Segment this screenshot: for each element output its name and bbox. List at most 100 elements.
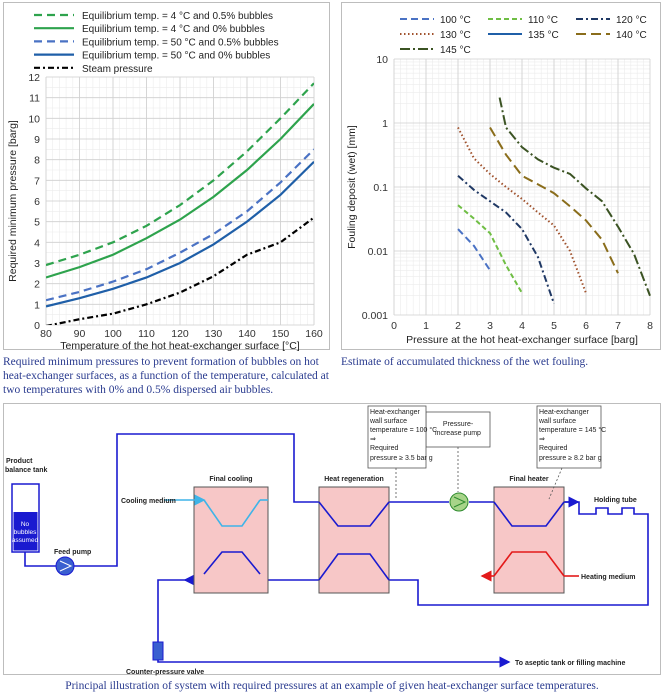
x-tick-label: 3 xyxy=(487,320,493,332)
series-line-2 xyxy=(457,174,555,305)
series-line-3 xyxy=(46,160,314,308)
y-axis-label: Required minimum pressure [barg] xyxy=(7,120,19,282)
x-tick-label: 1 xyxy=(423,320,429,332)
series-line-6 xyxy=(498,97,651,297)
legend-label: 145 °C xyxy=(440,45,471,56)
callout-100: Heat-exchanger wall surface temperature … xyxy=(367,405,437,499)
heating-medium-label: Heating medium xyxy=(581,574,635,581)
y-tick-label: 10 xyxy=(28,113,40,125)
y-tick-label: 0.1 xyxy=(373,182,388,194)
y-tick-label: 7 xyxy=(34,175,40,187)
series-line-5 xyxy=(489,127,619,274)
y-tick-label: 2 xyxy=(34,279,40,291)
y-tick-label: 12 xyxy=(28,72,40,84)
x-tick-label: 5 xyxy=(551,320,557,332)
product-tank-label-1: Product xyxy=(6,458,33,465)
diagram-caption: Principal illustration of system with re… xyxy=(65,680,599,692)
heat-regeneration-hx: Heat regeneration xyxy=(318,476,390,594)
cooling-medium-label: Cooling medium xyxy=(121,498,176,505)
x-axis-label: Pressure at the hot heat-exchanger surfa… xyxy=(406,334,638,346)
x-tick-label: 150 xyxy=(272,328,290,340)
feed-pump-label: Feed pump xyxy=(54,549,91,556)
legend-label: Steam pressure xyxy=(82,64,153,75)
callout2-line: ⇒ xyxy=(539,436,545,443)
left-caption: Required minimum pressures to prevent fo… xyxy=(3,356,329,396)
legend-label: Equilibrium temp. = 50 °C and 0% bubbles xyxy=(82,51,270,62)
callout2-line: wall surface xyxy=(538,418,576,425)
callout1-line: wall surface xyxy=(369,418,407,425)
left-chart-panel: 80 90 100 110 120 130 140 150 160 0 1 2 3 4 5 6 7 8 9 10 11 1… xyxy=(3,2,330,352)
x-axis-label: Temperature of the hot heat-exchanger su… xyxy=(60,340,299,351)
x-tick-label: 7 xyxy=(615,320,621,332)
y-tick-label: 4 xyxy=(34,237,40,249)
callout1-line: Heat-exchanger xyxy=(370,409,420,416)
legend-label: 135 °C xyxy=(528,30,559,41)
heat-regeneration-label: Heat regeneration xyxy=(324,476,384,483)
y-tick-label: 11 xyxy=(29,93,40,105)
x-tick-label: 4 xyxy=(519,320,525,332)
x-tick-label: 6 xyxy=(583,320,589,332)
series-line-0 xyxy=(457,228,491,271)
final-heater-label: Final heater xyxy=(509,476,549,483)
y-tick-label: 1 xyxy=(34,299,40,311)
counter-valve-label: Counter-pressure valve xyxy=(126,669,204,676)
y-tick-label: 9 xyxy=(34,134,40,146)
callout1-line: pressure ≥ 3.5 bar g xyxy=(370,455,433,462)
product-tank-label-2: balance tank xyxy=(5,467,48,474)
series-line-2 xyxy=(46,148,314,302)
y-tick-label: 6 xyxy=(34,196,40,208)
callout2-line: temperature = 145 °C xyxy=(539,426,606,434)
tank-inner-label-2: bubbles xyxy=(14,529,38,536)
legend-label: Equilibrium temp. = 50 °C and 0.5% bubbl… xyxy=(82,37,279,48)
x-tick-label: 90 xyxy=(74,328,86,340)
pressure-pump-label-1: Pressure- xyxy=(443,421,474,428)
x-tick-label: 120 xyxy=(171,328,189,340)
callout2-line: Required xyxy=(539,445,568,452)
x-tick-label: 8 xyxy=(647,320,653,332)
y-tick-label: 8 xyxy=(34,155,40,167)
y-tick-label: 1 xyxy=(382,118,388,130)
callout2-line: pressure ≥ 8.2 bar g xyxy=(539,455,602,462)
y-tick-label: 10 xyxy=(376,54,388,66)
product-balance-tank: Product balance tank No bubbles assumed xyxy=(5,458,48,553)
counter-pressure-valve: Counter-pressure valve xyxy=(126,641,204,676)
callout1-line: temperature = 100 °C xyxy=(370,426,437,434)
y-tick-label: 0.01 xyxy=(368,246,389,258)
callout1-line: ⇒ xyxy=(370,436,376,443)
legend-label: 100 °C xyxy=(440,15,471,26)
tank-inner-label-3: assumed xyxy=(12,537,39,544)
final-cooling-label: Final cooling xyxy=(209,476,252,483)
legend-label: Equilibrium temp. = 4 °C and 0.5% bubble… xyxy=(82,11,273,22)
pressure-increase-pump: Pressure- increase pump xyxy=(425,411,491,512)
x-tick-label: 110 xyxy=(138,328,155,340)
x-tick-label: 130 xyxy=(205,328,223,340)
final-heater-hx: Final heater xyxy=(493,476,565,594)
x-tick-label: 80 xyxy=(40,328,52,340)
product-pipe xyxy=(24,433,649,668)
y-tick-label: 0 xyxy=(34,320,40,332)
callout-145: Heat-exchanger wall surface temperature … xyxy=(536,405,606,500)
x-tick-label: 140 xyxy=(238,328,256,340)
y-tick-label: 0.001 xyxy=(362,310,388,322)
feed-pump: Feed pump xyxy=(54,549,91,576)
left-chart: 80 90 100 110 120 130 140 150 160012345678910111… xyxy=(7,11,323,352)
final-cooling-hx: Final cooling xyxy=(193,476,269,594)
pressure-pump-label-2: increase pump xyxy=(435,430,481,437)
series-line-1 xyxy=(46,103,314,279)
legend-label: 130 °C xyxy=(440,30,471,41)
right-caption: Estimate of accumulated thickness of the… xyxy=(341,356,589,368)
x-tick-label: 160 xyxy=(305,328,323,340)
y-tick-label: 3 xyxy=(34,258,40,270)
process-diagram-panel: Product balance tank No bubbles assumed … xyxy=(3,403,661,676)
right-chart: 0 1 2 3 4 5 6 7 8 0.001 0.01 0.1 1 10 Pressure at the … xyxy=(346,15,653,346)
series-line-0 xyxy=(46,82,314,267)
process-diagram: Product balance tank No bubbles assumed … xyxy=(5,405,649,676)
series-line-1 xyxy=(457,204,523,294)
x-tick-label: 100 xyxy=(104,328,122,340)
legend-label: Equilibrium temp. = 4 °C and 0% bubbles xyxy=(82,24,265,35)
holding-tube-label: Holding tube xyxy=(594,497,637,504)
legend-label: 140 °C xyxy=(616,30,647,41)
x-tick-label: 2 xyxy=(455,320,461,332)
y-axis-label: Fouling deposit (wet) [mm] xyxy=(346,125,358,249)
legend-label: 120 °C xyxy=(616,15,647,26)
